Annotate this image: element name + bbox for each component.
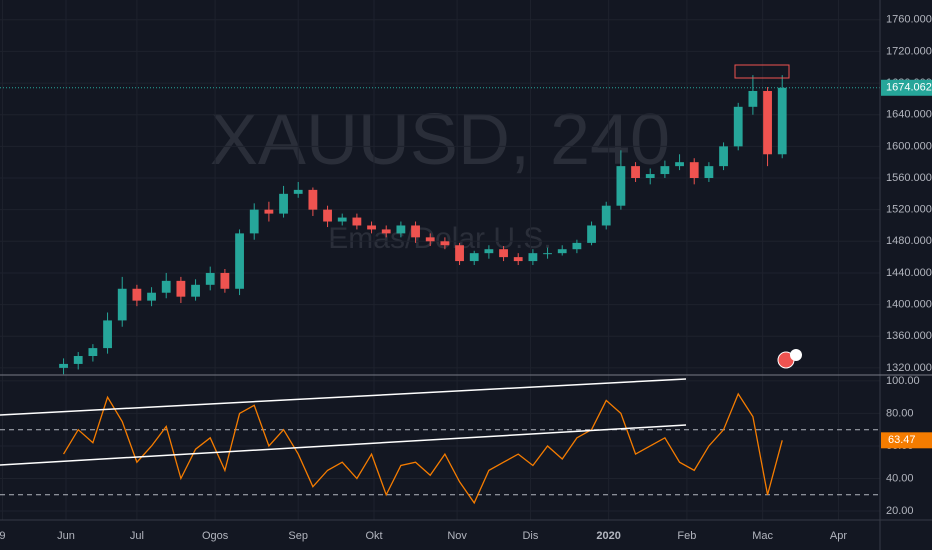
candle-body [528,253,538,262]
x-tick-label: Okt [365,530,382,542]
candle-body [704,166,714,179]
y-tick-label: 100.00 [886,375,920,387]
x-tick-label: Feb [677,530,696,542]
y-tick-label: 20.00 [886,505,914,517]
candle-body [440,241,450,246]
trend-line [0,378,687,416]
candle-body [103,320,112,349]
y-tick-label: 40.00 [886,472,914,484]
trend-line [0,424,687,466]
candle-body [73,356,83,364]
candle-body [381,229,391,234]
marks [0,75,880,505]
x-tick-label: 2020 [596,530,620,542]
rsi-line [62,392,783,505]
x-tick-label: 9 [0,530,6,542]
candle-body [601,205,611,226]
candle-body [557,249,567,254]
candle-body [337,217,347,222]
candle-body [220,272,230,289]
candle-body [616,166,626,206]
y-tick-label: 80.00 [886,407,914,419]
event-icon[interactable] [790,349,802,361]
candle-body [748,90,758,107]
candle-body [733,106,743,147]
y-tick-label: 1480.000 [886,235,932,247]
x-tick-label: Ogos [202,530,229,542]
candle-body [323,209,332,222]
x-tick-label: Apr [830,530,847,542]
watermark-subtitle: Emas/Dolar U.S. [328,222,551,255]
candle-body [191,284,200,297]
last-value-box [881,432,932,449]
candle-body [660,166,670,175]
candle-body [205,272,215,285]
y-tick-label: 1400.000 [886,298,932,310]
candle-body [235,233,244,289]
last-value-label: 63.47 [888,434,916,446]
candle-body [689,162,699,179]
last-price-label: 1674.062 [886,82,932,94]
candle-body [88,348,98,357]
last-price-box [881,79,932,96]
x-tick-label: Jul [130,530,144,542]
x-tick-label: Sep [288,530,308,542]
watermark-title: XAUUSD, 240 [210,100,670,180]
candle-body [264,209,274,214]
y-tick-label: 1360.000 [886,330,932,342]
candle-body [425,237,435,242]
x-tick-label: Mac [752,530,773,542]
labels: 1320.000 1360.000 1400.000 1440.000 1480.000… [0,14,932,542]
candle-body [396,225,406,234]
x-tick-label: Dis [522,530,538,542]
candle-body [147,292,156,301]
y-tick-label: 1720.000 [886,45,932,57]
y-tick-label: 1440.000 [886,267,932,279]
candle-body [763,90,772,155]
candle-body [352,217,362,226]
drawing-rectangle [734,64,790,79]
y-tick-label: 1520.000 [886,204,932,216]
candle-body [279,193,288,214]
candle-body [161,280,171,293]
y-tick-label: 1560.000 [886,172,932,184]
candle-body [572,242,582,250]
candle-body [411,225,420,238]
candle-body [719,146,728,167]
candle-body [59,363,68,368]
candle-body [469,253,479,262]
candle-body [513,257,523,262]
candle-body [631,166,640,179]
candle-body [308,189,318,210]
candle-body [117,288,127,321]
candle-body [176,280,186,297]
candle-body [645,174,655,179]
candle-body [293,189,303,194]
y-tick-label: 1760.000 [886,14,932,26]
candle-body [675,162,684,167]
candle-body [499,249,508,258]
candle-body [249,209,259,234]
y-tick-label: 1320.000 [886,362,932,374]
candle-body [777,87,787,155]
candle-body [132,288,142,301]
x-tick-label: Nov [447,530,467,542]
candle-body [367,225,376,230]
candle-body [455,245,464,262]
candle-body [484,249,494,254]
y-tick-label: 1600.000 [886,140,932,152]
candle-body [587,225,596,243]
x-tick-label: Jun [57,530,75,542]
candle-body [543,253,552,255]
y-tick-label: 1640.000 [886,109,932,121]
